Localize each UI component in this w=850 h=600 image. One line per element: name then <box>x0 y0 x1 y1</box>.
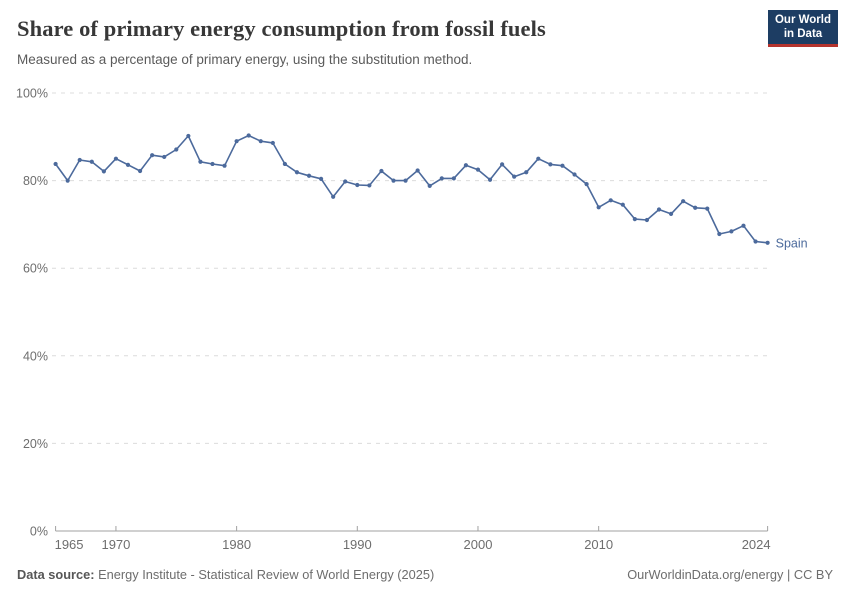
data-point-1977[interactable] <box>198 159 203 164</box>
data-point-1967[interactable] <box>77 157 82 163</box>
data-point-1968[interactable] <box>89 159 94 164</box>
data-point-2019[interactable] <box>705 206 710 211</box>
data-point-2017[interactable] <box>681 199 686 204</box>
y-axis-label-60: 60% <box>23 262 48 276</box>
data-point-1985[interactable] <box>294 170 300 175</box>
cc-by-link[interactable]: CC BY <box>793 567 833 582</box>
data-point-1969[interactable] <box>101 169 106 174</box>
data-point-2009[interactable] <box>584 182 589 187</box>
data-point-1982[interactable] <box>258 139 263 144</box>
data-point-2004[interactable] <box>524 170 529 175</box>
data-point-2011[interactable] <box>608 198 613 203</box>
page-title: Share of primary energy consumption from… <box>17 16 546 41</box>
y-axis-label-40: 40% <box>23 349 48 363</box>
data-point-2012[interactable] <box>620 202 625 207</box>
data-point-1971[interactable] <box>125 162 131 167</box>
data-point-1996[interactable] <box>427 183 432 188</box>
y-axis-label-100: 100% <box>16 87 48 101</box>
entity-label-spain[interactable]: Spain <box>776 236 808 250</box>
owid-logo[interactable]: Our World in Data <box>768 10 838 47</box>
data-point-1975[interactable] <box>174 147 179 152</box>
data-point-1994[interactable] <box>403 178 408 183</box>
y-axis-label-80: 80% <box>23 174 48 188</box>
x-axis-label-1970: 1970 <box>101 537 130 552</box>
data-point-2023[interactable] <box>753 239 758 244</box>
chart-footer: Data source: Energy Institute - Statisti… <box>17 567 833 589</box>
y-axis-label-0: 0% <box>30 525 48 539</box>
citation-note: OurWorldinData.org/energy | CC BY <box>627 567 833 582</box>
owid-logo-line1: Our World <box>774 13 831 26</box>
data-source-label: Data source: <box>17 567 95 582</box>
owid-url-link[interactable]: OurWorldinData.org/energy <box>627 567 784 582</box>
x-axis-label-1980: 1980 <box>222 537 251 552</box>
data-point-2007[interactable] <box>560 163 565 168</box>
data-point-2000[interactable] <box>475 167 481 172</box>
data-point-1976[interactable] <box>186 133 191 139</box>
series-line-spain[interactable] <box>54 134 768 244</box>
data-point-2013[interactable] <box>632 217 637 222</box>
data-point-2003[interactable] <box>512 174 517 179</box>
data-point-2021[interactable] <box>729 229 734 234</box>
data-point-1973[interactable] <box>150 153 155 158</box>
citation-separator: | <box>783 567 794 582</box>
x-axis-label-2010: 2010 <box>584 537 613 552</box>
data-point-1983[interactable] <box>270 140 275 146</box>
y-axis-label-20: 20% <box>23 437 48 451</box>
data-point-1998[interactable] <box>451 176 456 181</box>
data-source-note: Data source: Energy Institute - Statisti… <box>17 567 434 582</box>
data-point-2005[interactable] <box>536 156 541 161</box>
data-point-2022[interactable] <box>741 223 746 228</box>
owid-logo-line2: in Data <box>783 28 823 40</box>
data-point-1992[interactable] <box>379 168 384 174</box>
data-point-1999[interactable] <box>463 163 469 168</box>
data-point-1981[interactable] <box>246 133 251 138</box>
data-source-text: Energy Institute - Statistical Review of… <box>94 567 435 582</box>
data-point-2015[interactable] <box>656 207 662 212</box>
data-point-2002[interactable] <box>500 162 505 167</box>
data-point-2020[interactable] <box>717 231 722 237</box>
data-point-2006[interactable] <box>548 162 553 167</box>
page-subtitle: Measured as a percentage of primary ener… <box>17 52 473 67</box>
x-axis-label-1990: 1990 <box>343 537 372 552</box>
data-point-1986[interactable] <box>306 173 312 178</box>
data-point-2001[interactable] <box>487 177 493 182</box>
data-point-1991[interactable] <box>367 183 372 188</box>
x-axis-label-1965: 1965 <box>55 537 84 552</box>
data-point-1978[interactable] <box>210 161 215 167</box>
data-point-1974[interactable] <box>162 154 167 160</box>
data-point-1965[interactable] <box>53 161 58 167</box>
data-point-2014[interactable] <box>644 217 650 223</box>
data-point-1997[interactable] <box>439 176 444 181</box>
data-point-1970[interactable] <box>113 156 119 161</box>
x-axis-label-2000: 2000 <box>464 537 493 552</box>
data-point-2010[interactable] <box>596 205 601 210</box>
data-point-1990[interactable] <box>355 182 360 188</box>
x-axis-label-2024: 2024 <box>742 537 771 552</box>
data-point-1993[interactable] <box>391 178 396 183</box>
data-point-1989[interactable] <box>343 179 348 184</box>
data-point-1987[interactable] <box>318 176 324 181</box>
data-point-1972[interactable] <box>137 168 143 174</box>
data-point-2016[interactable] <box>668 211 674 216</box>
data-point-1984[interactable] <box>282 161 287 167</box>
data-point-1979[interactable] <box>222 163 227 168</box>
data-point-2024[interactable] <box>765 240 770 245</box>
data-point-1995[interactable] <box>415 168 420 173</box>
data-point-2008[interactable] <box>572 172 577 177</box>
data-point-1988[interactable] <box>331 194 336 199</box>
data-point-1980[interactable] <box>234 139 239 144</box>
data-point-2018[interactable] <box>693 205 698 210</box>
data-point-1966[interactable] <box>65 178 70 183</box>
